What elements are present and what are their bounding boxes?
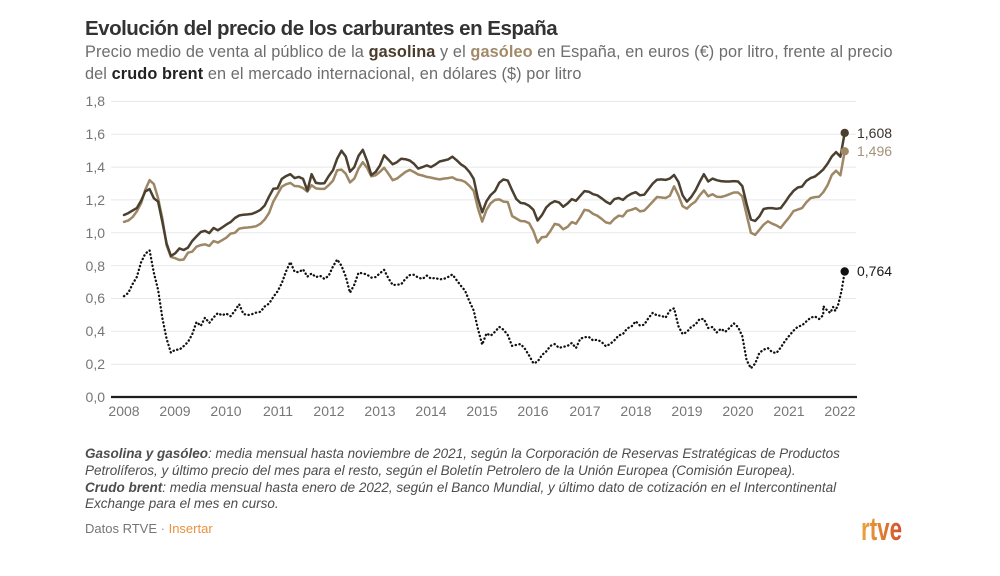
svg-text:rtve: rtve	[861, 511, 902, 547]
